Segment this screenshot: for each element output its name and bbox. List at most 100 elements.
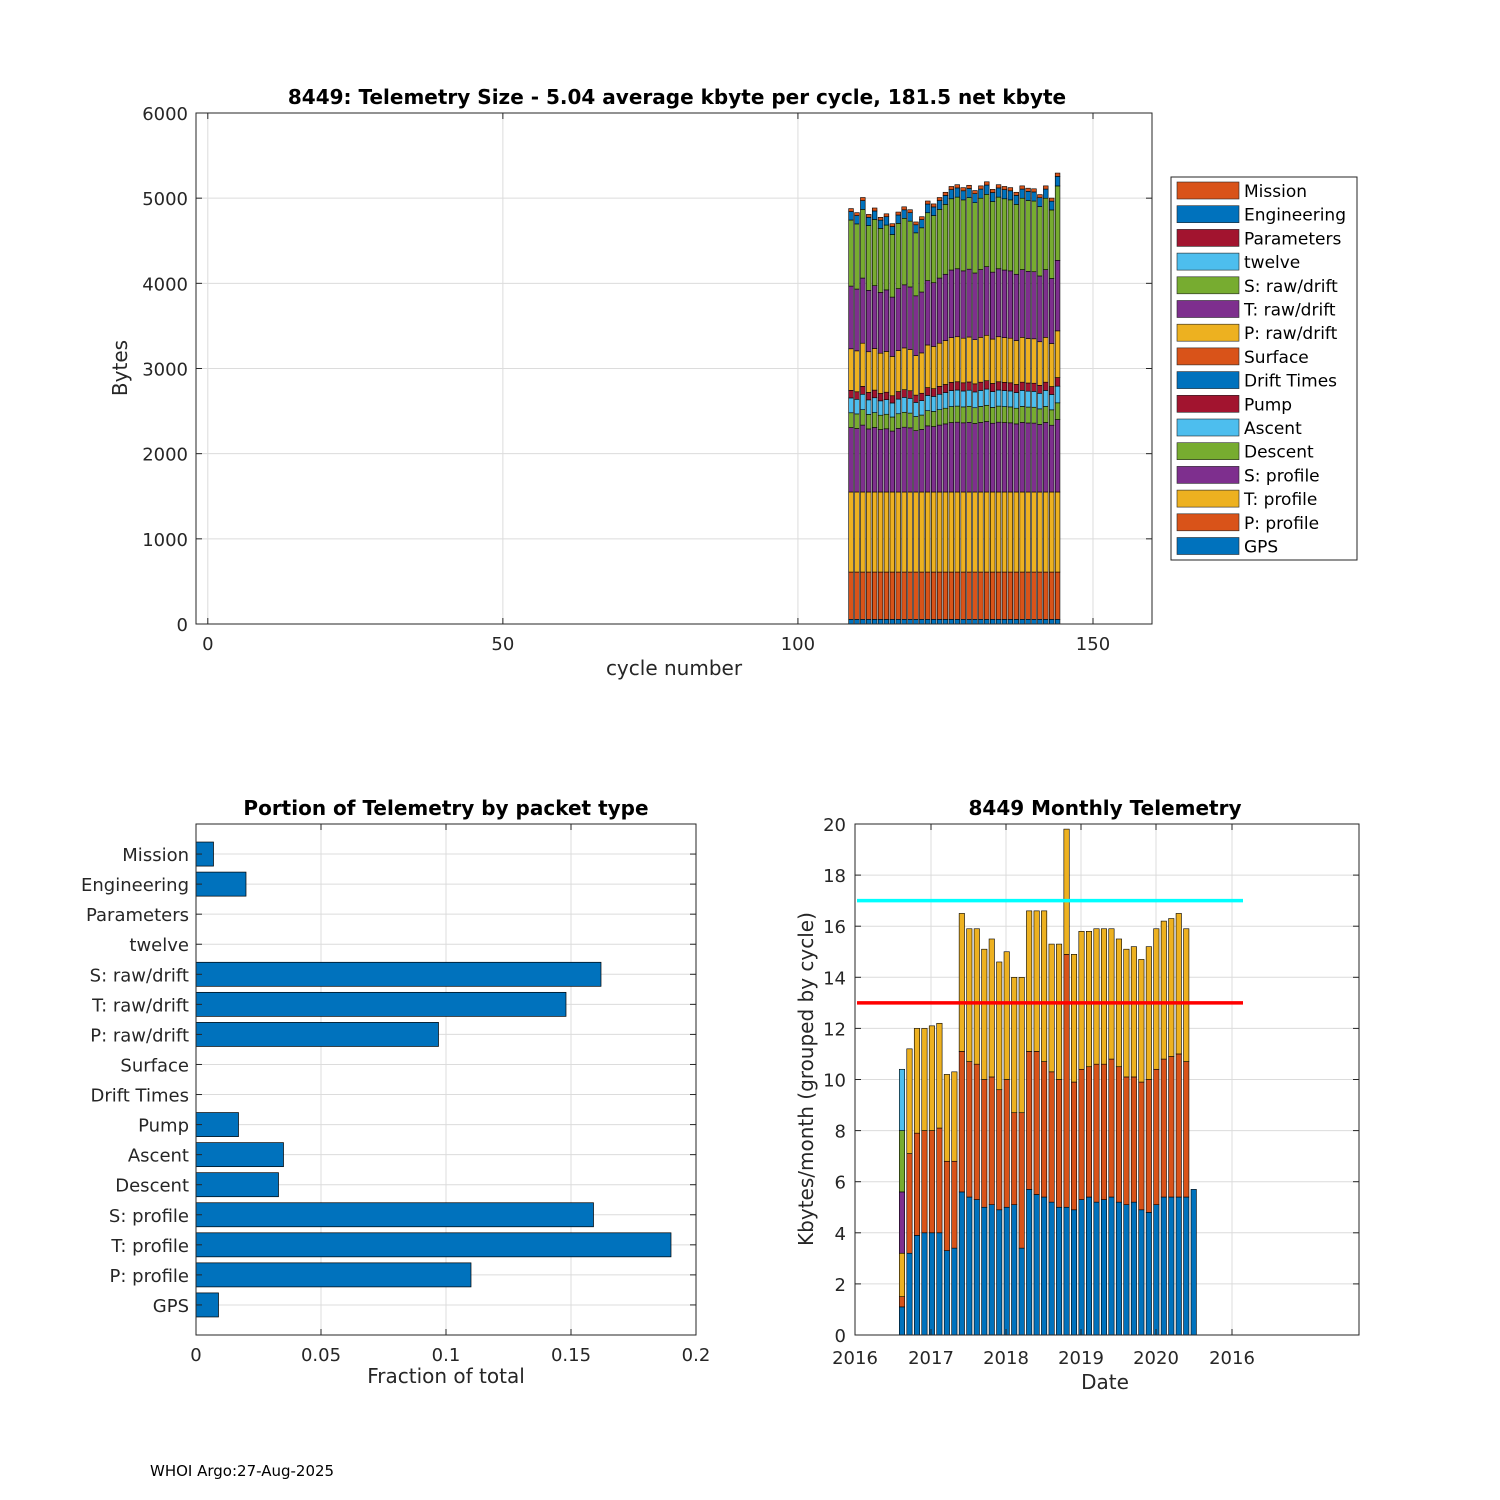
top-bar-segment-mission	[960, 187, 966, 192]
top-bar-cycle-130	[972, 190, 978, 625]
top-bar-segment-ascent	[1043, 390, 1049, 407]
top-bar-segment-descent	[942, 407, 949, 425]
top-bar-segment-gps	[972, 619, 978, 625]
br-y-tick-label: 18	[823, 866, 846, 887]
top-bar-segment-t-raw-drift	[919, 291, 925, 354]
top-bar-segment-t-raw-drift	[1054, 260, 1061, 332]
top-bar-segment-t-profile	[948, 491, 955, 573]
top-bar-segment-p-raw-drift	[913, 355, 919, 396]
top-bar-cycle-112	[866, 214, 872, 625]
top-bar-segment-gps	[948, 619, 955, 625]
br-bar-segment	[1071, 1209, 1078, 1336]
top-bar-segment-s-raw-drift	[942, 204, 949, 275]
top-bar-segment-mission	[1013, 191, 1019, 196]
top-bar-segment-t-raw-drift	[942, 273, 949, 341]
top-bar-segment-p-raw-drift	[907, 349, 913, 392]
top-bar-segment-t-profile	[854, 491, 860, 573]
top-bar-segment-gps	[860, 619, 866, 625]
top-bar-segment-ascent	[960, 390, 966, 408]
top-bar-segment-gps	[978, 619, 984, 625]
br-month-bar-39	[1183, 928, 1190, 1336]
top-bar-segment-descent	[907, 412, 913, 429]
top-bar-segment-p-profile	[895, 571, 901, 620]
br-y-tick-label: 12	[823, 1019, 846, 1040]
top-bar-segment-gps	[960, 619, 966, 625]
br-bar-segment	[921, 1232, 928, 1336]
top-bar-segment-t-profile	[848, 491, 854, 573]
br-month-bar-5	[928, 1025, 935, 1336]
top-bar-segment-engineering	[936, 200, 943, 210]
top-bar-cycle-138	[1019, 185, 1025, 625]
top-bar-segment-s-raw-drift	[1031, 200, 1037, 273]
top-bar-segment-p-raw-drift	[984, 334, 990, 382]
bl-category-label: GPS	[153, 1296, 189, 1317]
br-bar-segment	[1003, 1079, 1010, 1208]
br-bar-segment	[966, 928, 973, 1062]
top-bar-segment-mission	[966, 184, 972, 189]
bl-bar-s-profile	[195, 1202, 594, 1228]
br-bar-segment	[1115, 1201, 1122, 1336]
br-bar-segment	[1115, 1066, 1122, 1203]
top-bar-segment-gps	[883, 619, 890, 625]
top-bar-segment-engineering	[942, 195, 949, 205]
br-bar-segment	[913, 1132, 920, 1236]
top-bar-segment-engineering	[907, 212, 913, 222]
top-bar-segment-gps	[990, 619, 996, 625]
br-month-bar-21	[1048, 943, 1055, 1336]
top-bar-segment-descent	[1001, 406, 1008, 423]
br-bar-segment	[1160, 1058, 1167, 1198]
top-bar-segment-t-profile	[972, 491, 978, 573]
br-month-bar-35	[1153, 928, 1160, 1336]
top-y-tick-label: 2000	[142, 445, 188, 466]
top-bar-segment-ascent	[883, 399, 890, 415]
top-bar-segment-t-raw-drift	[854, 288, 860, 352]
top-bar-segment-ascent	[984, 388, 990, 406]
bl-bar-descent	[195, 1172, 279, 1198]
top-bar-segment-t-raw-drift	[907, 286, 913, 350]
top-bar-segment-s-raw-drift	[990, 201, 996, 273]
top-bar-segment-pump	[1043, 381, 1049, 391]
top-bar-segment-p-profile	[1054, 571, 1061, 620]
bl-category-label: P: raw/drift	[90, 1025, 189, 1046]
top-bar-segment-s-raw-drift	[860, 209, 866, 279]
top-bar-segment-p-profile	[871, 571, 878, 620]
top-bar-segment-p-raw-drift	[877, 352, 884, 394]
top-bar-segment-s-profile	[1049, 424, 1055, 493]
top-bar-segment-mission	[942, 191, 949, 196]
top-bar-segment-ascent	[954, 389, 960, 407]
top-bar-segment-s-raw-drift	[978, 197, 984, 270]
bl-x-tick-label: 0.2	[682, 1345, 711, 1366]
top-bar-segment-t-raw-drift	[930, 282, 937, 347]
legend-entry: Engineering	[1244, 206, 1346, 226]
legend-entry: twelve	[1244, 253, 1300, 273]
monthly-telemetry-bars	[898, 828, 1197, 1336]
top-bar-segment-t-raw-drift	[954, 268, 960, 338]
top-bar-segment-p-profile	[1007, 571, 1014, 620]
br-bar-segment	[1183, 1061, 1190, 1198]
top-bar-segment-s-profile	[877, 429, 884, 493]
legend-entry: Drift Times	[1244, 372, 1337, 392]
top-bar-segment-s-profile	[895, 428, 901, 493]
br-bar-segment	[1130, 946, 1137, 1078]
br-month-bar-19	[1033, 910, 1040, 1336]
top-bar-segment-p-raw-drift	[942, 340, 949, 385]
top-bar-segment-engineering	[1013, 195, 1019, 205]
legend-swatch	[1176, 442, 1240, 461]
legend-swatch	[1176, 418, 1240, 437]
top-bar-segment-descent	[1025, 406, 1031, 424]
top-bar-cycle-132	[984, 181, 990, 625]
br-y-axis-label: Kbytes/month (grouped by cycle)	[794, 912, 818, 1246]
top-bar-segment-pump	[1007, 382, 1014, 392]
top-bar-cycle-134	[995, 184, 1002, 625]
top-bar-segment-s-profile	[871, 427, 878, 493]
br-x-tick-label: 2018	[983, 1348, 1029, 1369]
legend-swatch	[1176, 276, 1240, 295]
top-bar-segment-pump	[1054, 377, 1061, 387]
br-bar-segment	[951, 1160, 958, 1249]
top-bar-segment-t-profile	[913, 491, 919, 573]
top-bar-segment-gps	[1013, 619, 1019, 625]
br-x-tick-label: 2017	[908, 1348, 954, 1369]
br-bar-segment	[1026, 910, 1033, 1052]
top-bar-segment-descent	[871, 412, 878, 428]
top-bar-cycle-140	[1031, 188, 1037, 625]
